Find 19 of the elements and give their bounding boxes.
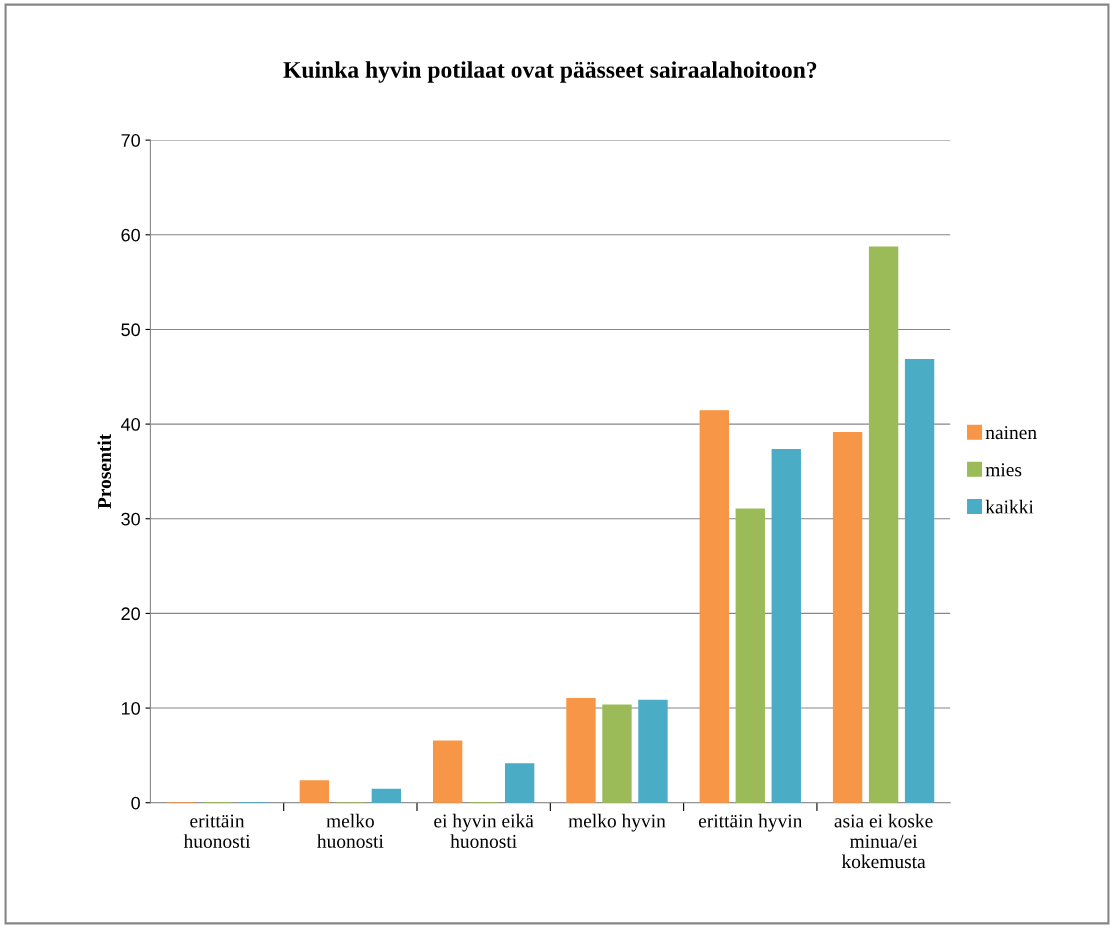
x-tick-label: asia ei koske minua/ei kokemusta <box>834 813 933 869</box>
legend-label: mies <box>985 463 1022 477</box>
y-tick-label: 10 <box>121 702 140 715</box>
legend-label: nainen <box>985 426 1037 440</box>
x-tick-label: melko hyvin <box>568 813 666 832</box>
y-tick-label: 0 <box>131 796 140 810</box>
x-tick-label: ei hyvin eikä huonosti <box>434 813 534 848</box>
y-tick-label: 20 <box>121 607 140 621</box>
y-axis-title: Prosentit <box>97 433 112 509</box>
y-tick-label: 30 <box>121 512 140 526</box>
chart-title: Kuinka hyvin potilaat ovat päässeet sairaalahoitoon? <box>283 61 817 83</box>
x-tick-label: erittäin huonosti <box>183 814 251 848</box>
x-tick-label: erittäin hyvin <box>698 813 803 832</box>
y-tick-label: 70 <box>121 134 140 147</box>
y-tick-label: 50 <box>121 323 140 337</box>
y-tick-label: 40 <box>121 418 140 431</box>
y-tick-label: 60 <box>121 228 140 242</box>
x-tick-label: melko huonosti <box>317 813 384 848</box>
legend-label: kaikki <box>985 499 1034 514</box>
